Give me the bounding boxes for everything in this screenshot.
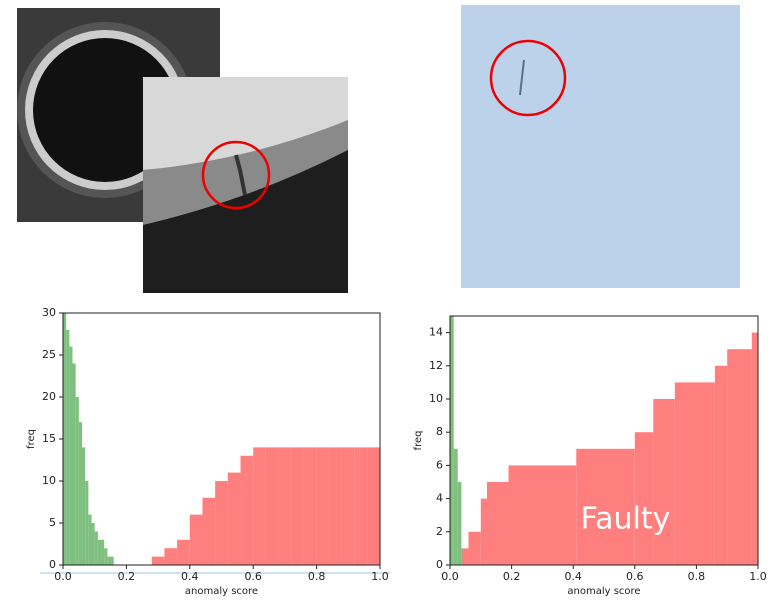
bar — [462, 548, 468, 565]
bar — [82, 447, 85, 565]
y-tick-label: 5 — [49, 516, 56, 529]
bar — [202, 498, 215, 565]
y-tick-label: 20 — [42, 390, 56, 403]
bar — [101, 540, 104, 565]
y-axis-label: freq — [26, 429, 37, 449]
bar — [177, 540, 190, 565]
bar — [509, 465, 577, 565]
bar — [279, 447, 292, 565]
bar — [79, 422, 82, 565]
y-tick-label: 2 — [436, 525, 443, 538]
bar — [104, 548, 107, 565]
bar — [367, 447, 380, 565]
y-tick-label: 15 — [42, 432, 56, 445]
x-axis-label: anomaly score — [567, 586, 640, 597]
y-tick-label: 30 — [42, 306, 56, 319]
x-tick-label: 0.2 — [118, 570, 136, 583]
bar — [675, 382, 715, 565]
bar — [291, 447, 304, 565]
bar — [107, 557, 110, 565]
y-tick-label: 10 — [429, 392, 443, 405]
bar — [92, 523, 95, 565]
bar — [715, 366, 727, 565]
bar — [635, 432, 653, 565]
bar — [76, 397, 79, 565]
x-tick-label: 1.0 — [371, 570, 389, 583]
y-tick-label: 6 — [436, 458, 443, 471]
bar — [164, 548, 177, 565]
bar — [88, 515, 91, 565]
bar — [73, 363, 76, 565]
plate-photo — [461, 5, 740, 288]
bar — [241, 456, 254, 565]
y-tick-label: 8 — [436, 425, 443, 438]
bar — [342, 447, 355, 565]
bar — [752, 333, 758, 565]
bar — [458, 482, 462, 565]
bar — [454, 449, 458, 565]
bar — [111, 557, 114, 565]
zoom-photo — [143, 77, 348, 293]
y-tick-label: 14 — [429, 326, 443, 339]
bar — [69, 347, 72, 565]
bar — [266, 447, 279, 565]
x-tick-label: 0.4 — [181, 570, 199, 583]
x-tick-label: 0.2 — [503, 570, 521, 583]
bar — [66, 330, 69, 565]
x-tick-label: 0.8 — [308, 570, 326, 583]
bar — [468, 532, 480, 565]
x-tick-label: 0.6 — [244, 570, 262, 583]
bar — [727, 349, 752, 565]
bar — [85, 481, 88, 565]
bar — [228, 473, 241, 565]
bar — [95, 531, 98, 565]
bar — [253, 447, 266, 565]
x-tick-label: 1.0 — [749, 570, 767, 583]
bar — [152, 557, 165, 565]
x-axis-label: anomaly score — [185, 586, 258, 597]
y-tick-label: 12 — [429, 359, 443, 372]
x-tick-label: 0.4 — [564, 570, 582, 583]
bar — [304, 447, 317, 565]
y-axis-label: freq — [413, 431, 424, 451]
x-tick-label: 0.0 — [54, 570, 72, 583]
bar — [215, 481, 228, 565]
bar — [653, 399, 675, 565]
bar — [329, 447, 342, 565]
bar — [355, 447, 368, 565]
x-tick-label: 0.6 — [626, 570, 644, 583]
y-tick-label: 4 — [436, 492, 443, 505]
bar — [487, 482, 509, 565]
bar — [190, 515, 203, 565]
bar — [450, 316, 454, 565]
bar — [481, 499, 487, 565]
bar — [98, 540, 101, 565]
y-tick-label: 10 — [42, 474, 56, 487]
x-tick-label: 0.8 — [688, 570, 706, 583]
annotation: Faulty — [581, 502, 671, 537]
bar — [317, 447, 330, 565]
x-tick-label: 0.0 — [441, 570, 459, 583]
y-tick-label: 25 — [42, 348, 56, 361]
figure: 0510152025300.00.20.40.60.81.0anomaly sc… — [0, 0, 777, 603]
